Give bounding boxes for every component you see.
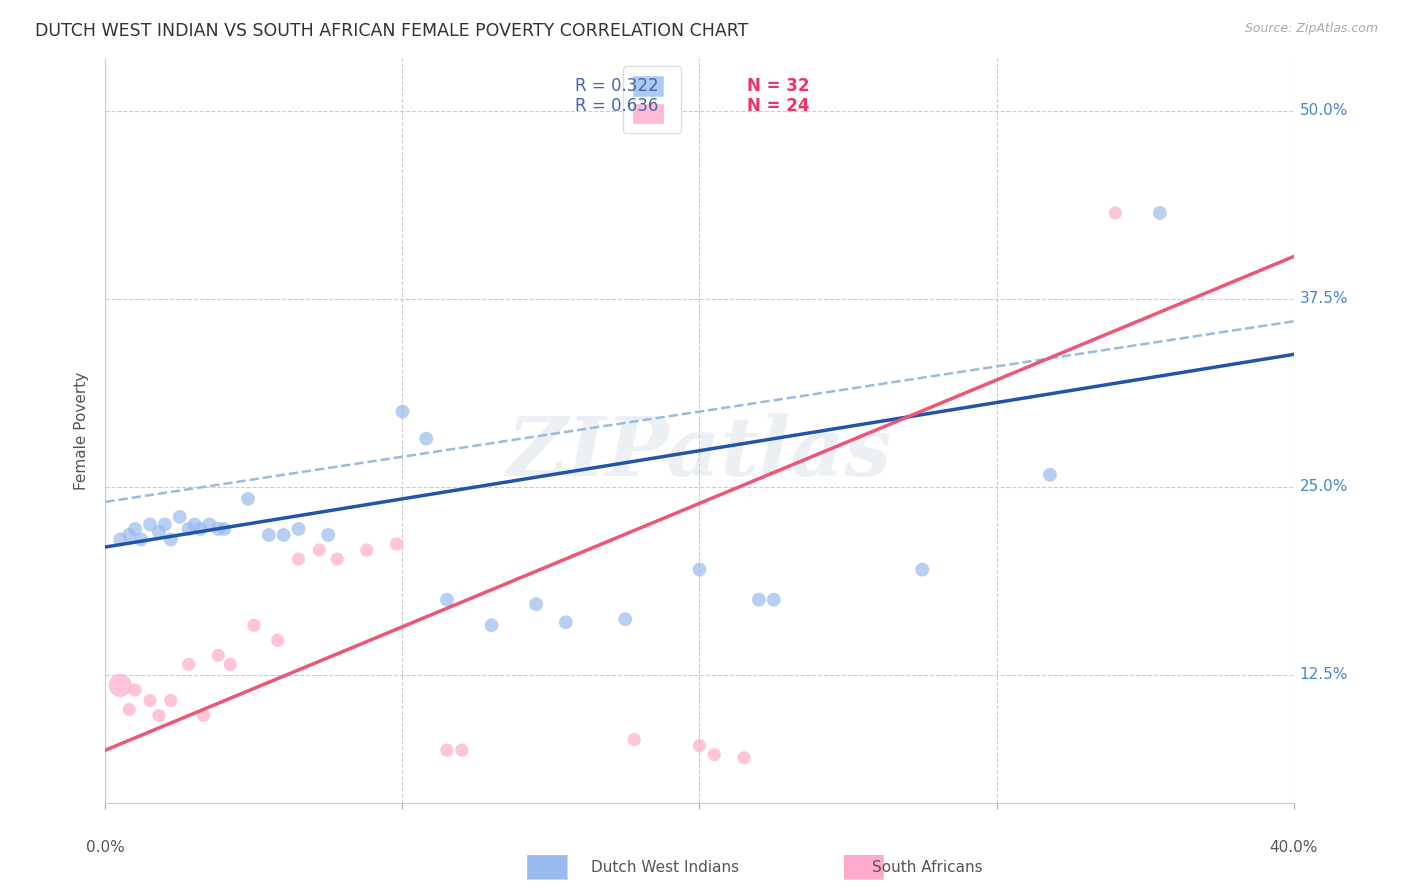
- Point: [219, 657, 242, 672]
- Point: [190, 522, 212, 536]
- Point: [748, 592, 770, 607]
- Point: [193, 708, 215, 723]
- Point: [524, 597, 547, 611]
- Text: 25.0%: 25.0%: [1299, 479, 1348, 494]
- Point: [177, 657, 200, 672]
- Point: [148, 524, 170, 539]
- Text: Source: ZipAtlas.com: Source: ZipAtlas.com: [1244, 22, 1378, 36]
- Point: [436, 743, 458, 757]
- Point: [1149, 206, 1171, 220]
- Point: [139, 517, 162, 532]
- Point: [689, 739, 711, 753]
- Point: [733, 750, 755, 764]
- Point: [614, 612, 637, 626]
- Point: [911, 563, 934, 577]
- Point: [326, 552, 349, 566]
- Point: [1039, 467, 1062, 482]
- Point: [436, 592, 458, 607]
- Text: N = 32: N = 32: [747, 78, 810, 95]
- Point: [153, 517, 176, 532]
- Point: [177, 522, 200, 536]
- Point: [169, 509, 191, 524]
- Text: N = 24: N = 24: [747, 97, 810, 115]
- Text: Dutch West Indians: Dutch West Indians: [591, 860, 738, 874]
- Text: R = 0.636: R = 0.636: [575, 97, 658, 115]
- Point: [236, 491, 259, 506]
- Text: 40.0%: 40.0%: [1270, 840, 1317, 855]
- Text: 50.0%: 50.0%: [1299, 103, 1348, 118]
- Point: [481, 618, 503, 632]
- Point: [689, 563, 711, 577]
- Point: [148, 708, 170, 723]
- Point: [118, 528, 141, 542]
- Point: [124, 682, 146, 697]
- Text: DUTCH WEST INDIAN VS SOUTH AFRICAN FEMALE POVERTY CORRELATION CHART: DUTCH WEST INDIAN VS SOUTH AFRICAN FEMAL…: [35, 22, 748, 40]
- Point: [124, 522, 146, 536]
- Point: [356, 543, 378, 558]
- Point: [762, 592, 785, 607]
- Point: [207, 522, 229, 536]
- Point: [129, 533, 152, 547]
- Point: [207, 648, 229, 663]
- Point: [257, 528, 280, 542]
- Point: [159, 693, 181, 707]
- Point: [1104, 206, 1126, 220]
- Y-axis label: Female Poverty: Female Poverty: [75, 371, 90, 490]
- Point: [183, 517, 205, 532]
- Point: [623, 732, 645, 747]
- Text: 37.5%: 37.5%: [1299, 291, 1348, 306]
- Text: 0.0%: 0.0%: [86, 840, 125, 855]
- Point: [385, 537, 408, 551]
- Point: [308, 543, 330, 558]
- Legend: , : ,: [623, 66, 681, 133]
- Point: [198, 517, 221, 532]
- Text: ZIPatlas: ZIPatlas: [506, 413, 893, 492]
- Point: [316, 528, 339, 542]
- Point: [110, 533, 132, 547]
- Text: 12.5%: 12.5%: [1299, 667, 1348, 682]
- Point: [287, 522, 309, 536]
- Text: South Africans: South Africans: [872, 860, 983, 874]
- Point: [391, 404, 413, 418]
- Point: [267, 633, 290, 648]
- Point: [554, 615, 576, 630]
- Point: [110, 678, 132, 692]
- Point: [139, 693, 162, 707]
- Point: [159, 533, 181, 547]
- Point: [243, 618, 266, 632]
- Point: [118, 702, 141, 716]
- Point: [703, 747, 725, 762]
- Point: [415, 432, 437, 446]
- Point: [450, 743, 472, 757]
- Point: [214, 522, 236, 536]
- Point: [287, 552, 309, 566]
- Text: R = 0.322: R = 0.322: [575, 78, 658, 95]
- Point: [273, 528, 295, 542]
